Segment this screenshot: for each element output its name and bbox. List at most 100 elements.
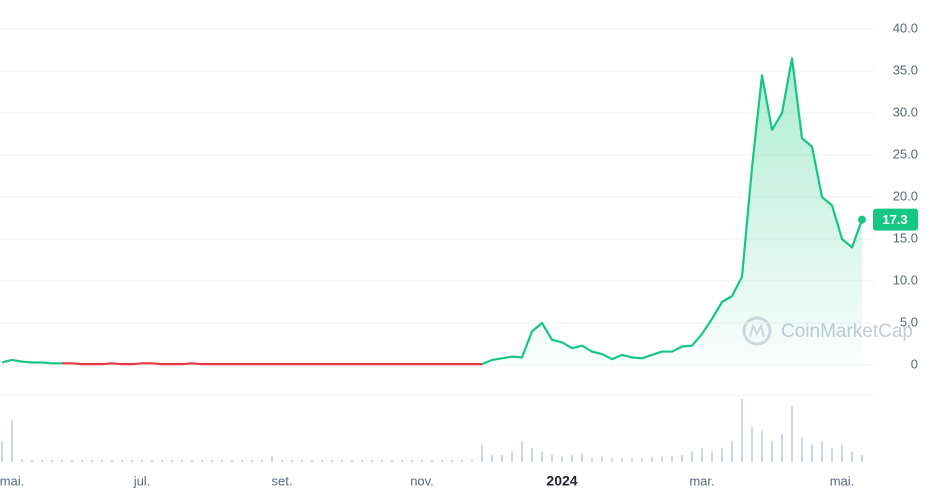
volume-bar [551, 455, 553, 462]
volume-bar [491, 455, 493, 462]
volume-bar [511, 451, 513, 462]
volume-bar [401, 459, 403, 462]
volume-bar [331, 459, 333, 462]
volume-bar [41, 459, 43, 462]
volume-bar [291, 459, 293, 462]
volume-bar [861, 455, 863, 462]
volume-bar [281, 459, 283, 462]
volume-bar [701, 448, 703, 462]
volume-bar [311, 459, 313, 462]
volume-bar [561, 456, 563, 462]
volume-bar [321, 459, 323, 462]
volume-bar [771, 441, 773, 462]
volume-bar [621, 457, 623, 462]
volume-bar [411, 459, 413, 462]
volume-bar [531, 448, 533, 462]
volume-bar [751, 427, 753, 462]
volume-bar [181, 459, 183, 462]
volume-bar [501, 455, 503, 462]
volume-bar [671, 455, 673, 462]
x-tick-label: set. [272, 473, 293, 488]
line [62, 362, 482, 366]
volume-bar [641, 458, 643, 462]
volume-bar [781, 434, 783, 462]
volume-bar [811, 444, 813, 462]
volume-bar [651, 457, 653, 462]
volume-bar [161, 459, 163, 462]
volume-bar [721, 448, 723, 462]
last-point [858, 215, 866, 224]
x-tick-label: nov. [410, 473, 434, 488]
volume-bar [301, 459, 303, 462]
volume-bar [801, 437, 803, 462]
volume-bar [741, 399, 743, 462]
volume-bar [581, 453, 583, 462]
volume-bar [391, 459, 393, 462]
volume-bar [851, 451, 853, 462]
y-tick-label: 0 [911, 356, 918, 371]
volume-bar [121, 459, 123, 462]
volume-bar [101, 459, 103, 462]
volume-bar [631, 458, 633, 462]
volume-bar [351, 459, 353, 462]
volume-bar [51, 459, 53, 462]
volume-bar [141, 459, 143, 462]
volume-bar [681, 455, 683, 462]
volume-bar [341, 459, 343, 462]
volume-bar [261, 459, 263, 462]
volume-bar [11, 420, 13, 462]
volume-bar [711, 451, 713, 462]
y-tick-label: 40.0 [893, 20, 918, 35]
volume-bar [471, 459, 473, 462]
volume-bar [821, 441, 823, 462]
volume-bar [111, 459, 113, 462]
volume-bar [611, 458, 613, 462]
y-tick-label: 10.0 [893, 272, 918, 287]
y-tick-label: 5.0 [900, 314, 918, 329]
area [482, 58, 862, 366]
x-tick-label: 2024 [546, 473, 577, 489]
volume-bar [541, 451, 543, 462]
volume-bar [251, 459, 253, 462]
y-tick-label: 25.0 [893, 146, 918, 161]
x-tick-label: mar. [689, 473, 714, 488]
volume-bar [451, 459, 453, 462]
volume-bar [441, 459, 443, 462]
volume-bar [21, 459, 23, 462]
volume-bar [71, 459, 73, 462]
volume-bar [371, 459, 373, 462]
volume-bar [481, 444, 483, 462]
x-tick-label: jul. [133, 473, 151, 488]
y-tick-label: 15.0 [893, 230, 918, 245]
volume-bar [461, 459, 463, 462]
volume-bar [421, 459, 423, 462]
volume-bar [761, 430, 763, 462]
volume-bar [271, 456, 273, 462]
volume-bar [791, 406, 793, 462]
volume-bar [241, 459, 243, 462]
volume-bar [31, 459, 33, 462]
volume-bar [201, 459, 203, 462]
volume-bar [1, 441, 3, 462]
volume-bar [731, 441, 733, 462]
volume-bar [601, 456, 603, 462]
volume-bar [191, 459, 193, 462]
line [481, 57, 864, 366]
volume-bar [521, 441, 523, 462]
volume-bar [841, 444, 843, 462]
volume-bar [831, 448, 833, 462]
volume-bar [691, 451, 693, 462]
volume-bar [81, 459, 83, 462]
volume-bar [431, 459, 433, 462]
volume-bar [61, 459, 63, 462]
volume-bar [591, 457, 593, 462]
volume-bar [211, 459, 213, 462]
y-tick-label: 30.0 [893, 104, 918, 119]
y-tick-label: 35.0 [893, 62, 918, 77]
price-tag-label: 17.3 [882, 212, 907, 227]
x-tick-label: mai. [0, 473, 24, 488]
volume-bar [131, 459, 133, 462]
volume-bar [171, 459, 173, 462]
